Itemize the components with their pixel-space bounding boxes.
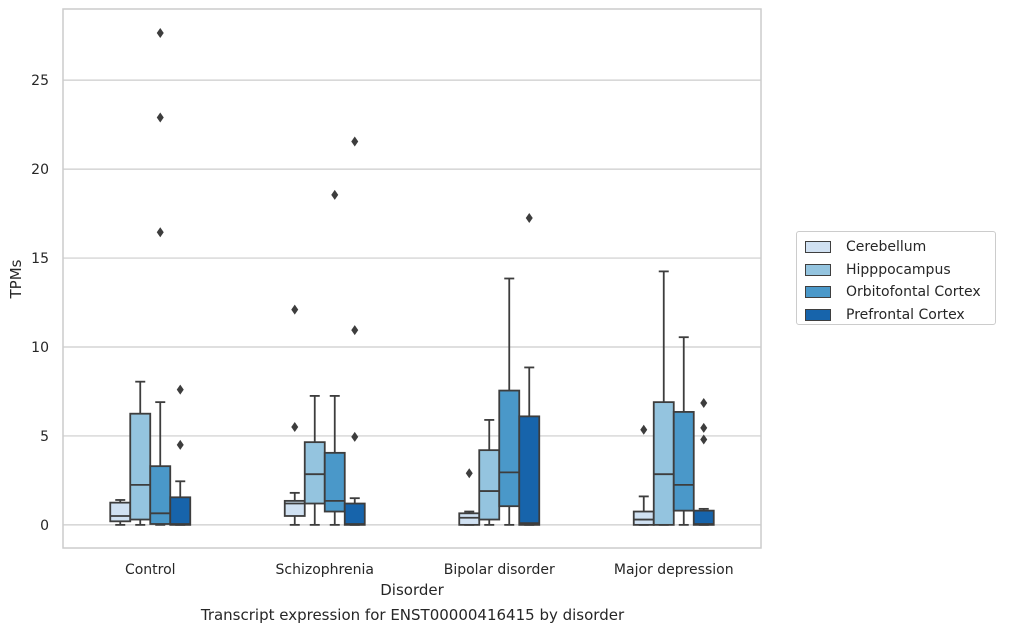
box-1-3	[652, 270, 675, 526]
box-2-1	[323, 189, 346, 526]
legend-item-orbitofrontal-cortex: Orbitofontal Cortex	[805, 281, 989, 304]
box	[652, 401, 675, 526]
outlier-point	[291, 304, 299, 315]
box-2-3	[672, 336, 695, 526]
box	[303, 441, 326, 505]
box-2-0	[149, 28, 172, 526]
legend: Cerebellum Hipppocampus Orbitofontal Cor…	[796, 231, 996, 325]
box	[672, 411, 695, 512]
legend-item-cerebellum: Cerebellum	[805, 236, 989, 259]
box	[458, 512, 481, 526]
box-0-2	[458, 468, 481, 526]
box-2-2	[498, 277, 521, 526]
y-tick-label: 10	[31, 340, 49, 356]
box-0-0	[109, 499, 132, 526]
outlier-point	[525, 213, 533, 224]
outlier-point	[291, 422, 299, 433]
box	[109, 501, 132, 523]
box	[169, 496, 192, 526]
box	[343, 502, 366, 526]
x-tick-label: Bipolar disorder	[444, 562, 555, 578]
figure-caption: Transcript expression for ENST0000041641…	[200, 606, 625, 624]
legend-item-prefrontal-cortex: Prefrontal Cortex	[805, 304, 989, 327]
box-1-0	[129, 380, 152, 526]
legend-item-hippocampus: Hipppocampus	[805, 259, 989, 282]
y-axis-label: TPMs	[7, 259, 25, 299]
box-3-3	[692, 398, 715, 526]
box	[323, 451, 346, 513]
box-groups	[109, 28, 715, 526]
box	[692, 509, 715, 526]
y-axis-ticks: 0 5 10 15 20 25	[31, 73, 49, 534]
x-tick-label: Control	[125, 562, 176, 578]
box	[478, 449, 501, 521]
outlier-point	[351, 325, 359, 336]
outlier-point	[700, 422, 708, 433]
x-axis-label: Disorder	[380, 581, 444, 599]
outlier-point	[465, 468, 473, 479]
box	[632, 510, 655, 526]
x-axis-ticks: Control Schizophrenia Bipolar disorder Majo…	[125, 562, 734, 578]
y-tick-label: 5	[40, 429, 49, 445]
box	[129, 412, 152, 521]
outlier-point	[156, 112, 164, 123]
box-3-2	[518, 213, 541, 526]
outlier-point	[351, 136, 359, 147]
outlier-point	[176, 439, 184, 450]
box-3-0	[169, 384, 192, 526]
legend-swatch	[805, 286, 831, 299]
box	[149, 465, 172, 525]
box-3-1	[343, 136, 366, 526]
outlier-point	[700, 434, 708, 445]
legend-label: Hipppocampus	[846, 261, 951, 278]
box-0-1	[283, 304, 306, 526]
outlier-point	[156, 227, 164, 238]
box	[283, 499, 306, 517]
box-1-2	[478, 419, 501, 526]
box	[498, 389, 521, 508]
box-1-1	[303, 395, 326, 526]
y-tick-label: 15	[31, 251, 49, 267]
plot-frame	[62, 8, 762, 549]
outlier-point	[331, 189, 339, 200]
y-tick-label: 25	[31, 73, 49, 89]
x-tick-label: Schizophrenia	[276, 562, 374, 578]
outlier-point	[640, 424, 648, 435]
outlier-point	[156, 28, 164, 39]
box-0-3	[632, 424, 655, 526]
legend-label: Orbitofontal Cortex	[846, 284, 981, 301]
outlier-point	[351, 431, 359, 442]
box	[518, 415, 541, 526]
y-tick-label: 20	[31, 162, 49, 178]
y-tick-label: 0	[40, 518, 49, 534]
legend-swatch	[805, 241, 831, 254]
legend-swatch	[805, 263, 831, 276]
legend-label: Prefrontal Cortex	[846, 306, 965, 323]
legend-swatch	[805, 308, 831, 321]
outlier-point	[700, 398, 708, 409]
legend-label: Cerebellum	[846, 239, 927, 256]
outlier-point	[176, 384, 184, 395]
x-tick-label: Major depression	[614, 562, 734, 578]
